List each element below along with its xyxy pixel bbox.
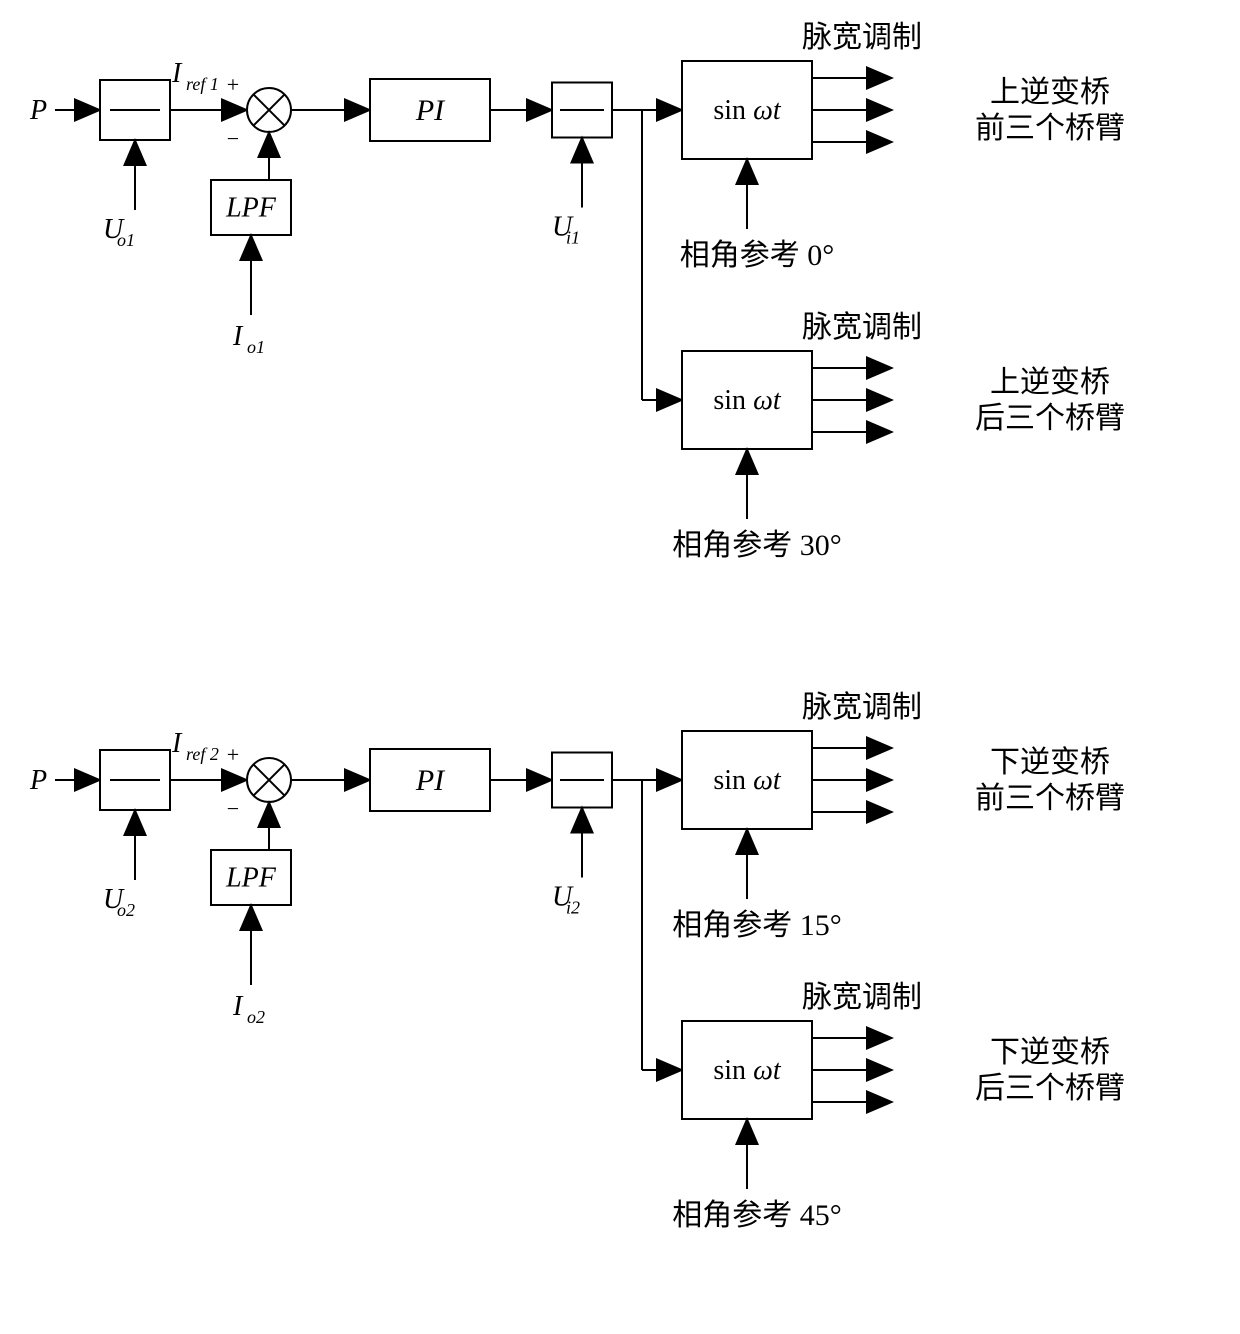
svg-text:PI: PI: [415, 764, 446, 797]
svg-text:I: I: [232, 321, 244, 352]
svg-text:I: I: [171, 58, 183, 89]
svg-text:后三个桥臂: 后三个桥臂: [975, 1072, 1125, 1105]
svg-text:脉宽调制: 脉宽调制: [802, 311, 922, 344]
svg-text:脉宽调制: 脉宽调制: [802, 21, 922, 54]
svg-text:相角参考 45°: 相角参考 45°: [672, 1199, 842, 1232]
svg-text:脉宽调制: 脉宽调制: [802, 691, 922, 724]
svg-text:P: P: [29, 95, 47, 126]
svg-text:o2: o2: [117, 900, 135, 920]
svg-text:下逆变桥: 下逆变桥: [990, 1036, 1110, 1069]
svg-text:P: P: [29, 765, 47, 796]
block-diagram: PUo1Iref 1+−LPFIo1PIUi1sin ωt脉宽调制上逆变桥前三个…: [0, 0, 1240, 1334]
svg-text:sin ωt: sin ωt: [713, 95, 781, 126]
svg-text:o1: o1: [117, 230, 135, 250]
svg-text:下逆变桥: 下逆变桥: [990, 746, 1110, 779]
svg-text:sin ωt: sin ωt: [713, 385, 781, 416]
svg-text:前三个桥臂: 前三个桥臂: [975, 782, 1125, 815]
svg-text:ref 2: ref 2: [186, 744, 219, 764]
svg-text:LPF: LPF: [225, 193, 277, 224]
svg-text:PI: PI: [415, 94, 446, 127]
svg-text:LPF: LPF: [225, 863, 277, 894]
svg-text:i2: i2: [566, 898, 580, 918]
svg-text:前三个桥臂: 前三个桥臂: [975, 112, 1125, 145]
svg-text:−: −: [227, 126, 239, 151]
svg-text:相角参考 0°: 相角参考 0°: [680, 239, 835, 272]
svg-text:o2: o2: [247, 1007, 265, 1027]
svg-text:I: I: [232, 991, 244, 1022]
svg-text:上逆变桥: 上逆变桥: [990, 366, 1110, 399]
svg-text:ref 1: ref 1: [186, 74, 219, 94]
svg-text:相角参考 15°: 相角参考 15°: [672, 909, 842, 942]
svg-text:后三个桥臂: 后三个桥臂: [975, 402, 1125, 435]
svg-text:sin ωt: sin ωt: [713, 765, 781, 796]
svg-text:+: +: [227, 72, 239, 97]
svg-text:i1: i1: [566, 228, 580, 248]
svg-text:−: −: [227, 796, 239, 821]
svg-text:I: I: [171, 728, 183, 759]
svg-text:相角参考 30°: 相角参考 30°: [672, 529, 842, 562]
svg-text:sin ωt: sin ωt: [713, 1055, 781, 1086]
svg-text:+: +: [227, 742, 239, 767]
svg-text:脉宽调制: 脉宽调制: [802, 981, 922, 1014]
svg-text:o1: o1: [247, 337, 265, 357]
svg-text:上逆变桥: 上逆变桥: [990, 76, 1110, 109]
